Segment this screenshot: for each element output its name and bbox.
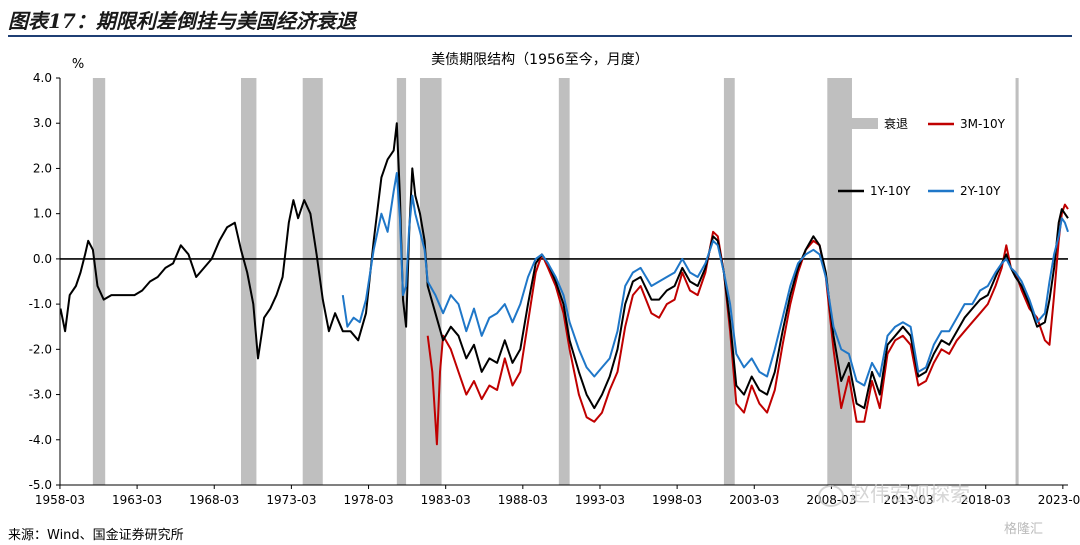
legend: 衰退 3M-10Y 1Y-10Y 2Y-10Y bbox=[838, 116, 1006, 198]
series-line-1y-10y bbox=[59, 122, 1069, 410]
legend-label-2y-10y: 2Y-10Y bbox=[960, 184, 1001, 198]
y-tick-label: 3.0 bbox=[33, 116, 52, 130]
axes: 4.0 3.0 2.0 1.0 0.0 -1.0 -2.0 -3.0 -4.0 -5.01958-… bbox=[29, 71, 1080, 507]
y-tick-label: 1.0 bbox=[33, 207, 52, 221]
watermark-text: 赵伟宏观探索 bbox=[850, 482, 970, 506]
y-axis-label: % bbox=[72, 57, 84, 72]
x-tick-label: 1988-03 bbox=[498, 493, 548, 507]
title-rule bbox=[8, 35, 1072, 37]
x-tick-label: 1973-03 bbox=[266, 493, 316, 507]
recession-band bbox=[92, 78, 106, 485]
y-tick-label: 2.0 bbox=[33, 161, 52, 175]
figure-title: 图表17：期限利差倒挂与美国经济衰退 bbox=[8, 9, 356, 33]
x-tick-label: 2023-03 bbox=[1038, 493, 1080, 507]
series-lines bbox=[59, 122, 1069, 446]
x-tick-label: 1978-03 bbox=[343, 493, 393, 507]
legend-label-recession: 衰退 bbox=[884, 116, 908, 131]
series-line-2y-10y bbox=[341, 172, 1069, 387]
chart-title: 美债期限结构（1956至今，月度） bbox=[431, 52, 649, 68]
y-tick-label: -4.0 bbox=[29, 433, 52, 447]
logo: 格隆汇 bbox=[1004, 522, 1044, 537]
recession-band bbox=[419, 78, 442, 485]
y-tick-label: -1.0 bbox=[29, 297, 52, 311]
recession-band bbox=[558, 78, 570, 485]
watermark: 赵伟宏观探索 bbox=[818, 478, 970, 507]
y-tick-label: -5.0 bbox=[29, 478, 52, 492]
legend-label-3m-10y: 3M-10Y bbox=[960, 117, 1006, 131]
y-tick-label: -3.0 bbox=[29, 388, 52, 402]
x-tick-label: 1993-03 bbox=[575, 493, 625, 507]
legend-swatch-recession bbox=[838, 118, 878, 129]
x-tick-label: 1983-03 bbox=[421, 493, 471, 507]
x-tick-label: 1963-03 bbox=[112, 493, 162, 507]
recession-band bbox=[723, 78, 735, 485]
x-tick-label: 2003-03 bbox=[729, 493, 779, 507]
x-tick-label: 2018-03 bbox=[961, 493, 1011, 507]
recession-band bbox=[302, 78, 323, 485]
source-note: 来源：Wind、国金证券研究所 bbox=[8, 528, 184, 543]
series-line-3m-10y bbox=[426, 203, 1069, 446]
x-tick-label: 1958-03 bbox=[35, 493, 85, 507]
x-tick-label: 1998-03 bbox=[652, 493, 702, 507]
legend-label-1y-10y: 1Y-10Y bbox=[870, 184, 911, 198]
x-tick-label: 1968-03 bbox=[189, 493, 239, 507]
wechat-icon bbox=[818, 484, 844, 507]
y-tick-label: 0.0 bbox=[33, 252, 52, 266]
recession-band bbox=[1015, 78, 1019, 485]
y-tick-label: -2.0 bbox=[29, 342, 52, 356]
y-tick-label: 4.0 bbox=[33, 71, 52, 85]
recession-band bbox=[827, 78, 852, 485]
x-tick-label: 2013-03 bbox=[883, 493, 933, 507]
